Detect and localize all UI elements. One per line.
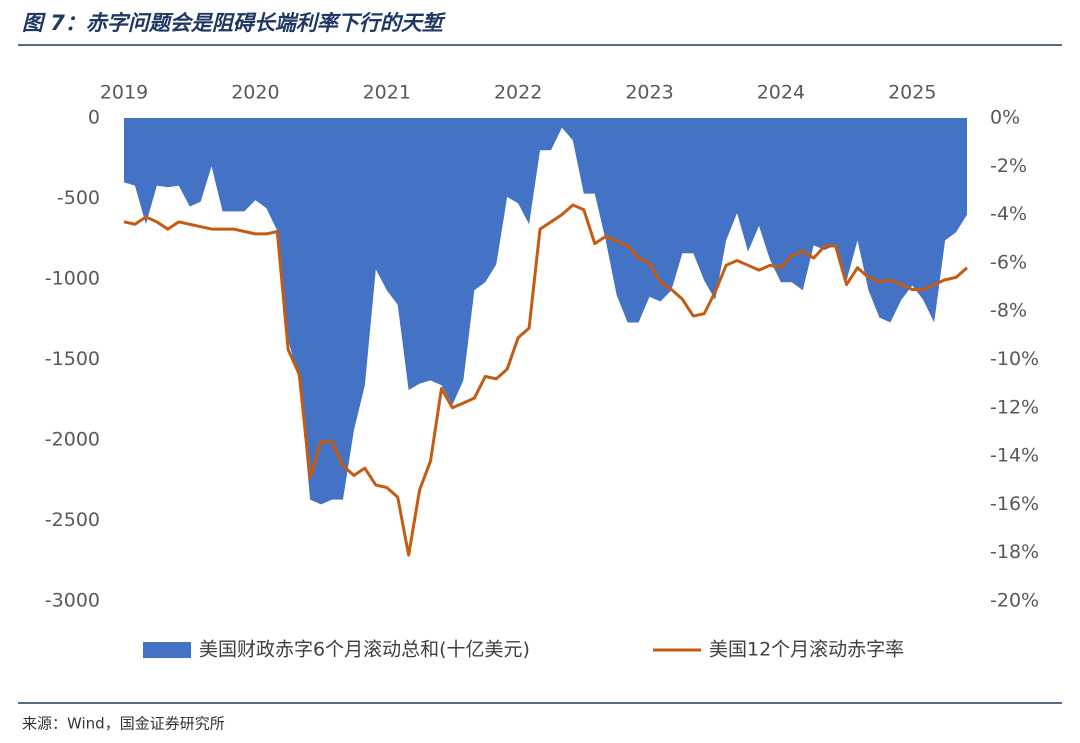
legend-swatch bbox=[143, 642, 191, 658]
y2-tick-label: -14% bbox=[990, 445, 1039, 467]
y2-tick-label: -6% bbox=[990, 251, 1027, 273]
line bbox=[123, 203, 968, 557]
y-tick-label: -3000 bbox=[45, 590, 100, 612]
x-tick-label: 2019 bbox=[100, 82, 148, 104]
y2-tick-label: -4% bbox=[990, 203, 1027, 225]
y-tick-label: -2000 bbox=[45, 429, 100, 451]
source: 来源：Wind，国金证券研究所 bbox=[22, 715, 225, 733]
x-tick-label: 2024 bbox=[757, 82, 805, 104]
area bbox=[124, 118, 967, 505]
y2-tick-label: -20% bbox=[990, 590, 1039, 612]
y2-tick-label: -18% bbox=[990, 541, 1039, 563]
y2-tick-label: -8% bbox=[990, 300, 1027, 322]
x-tick-label: 2022 bbox=[494, 82, 542, 104]
y-tick-label: 0 bbox=[88, 107, 100, 129]
x-tick-label: 2025 bbox=[888, 82, 936, 104]
legend-label: 美国12个月滚动赤字率 bbox=[709, 639, 904, 661]
y2-tick-label: -2% bbox=[990, 155, 1027, 177]
y-tick-label: -1500 bbox=[45, 348, 100, 370]
legend-label: 美国财政赤字6个月滚动总和(十亿美元) bbox=[199, 639, 530, 661]
x-tick-label: 2023 bbox=[625, 82, 673, 104]
y-tick-label: -1000 bbox=[45, 268, 100, 290]
x-tick-label: 2021 bbox=[363, 82, 411, 104]
x-tick-label: 2020 bbox=[231, 82, 279, 104]
chart-title: 图 7：赤字问题会是阻碍长端利率下行的天堑 bbox=[22, 11, 447, 35]
y-tick-label: -2500 bbox=[45, 509, 100, 531]
y2-tick-label: -16% bbox=[990, 493, 1039, 515]
y-tick-label: -500 bbox=[57, 187, 100, 209]
y2-tick-label: -10% bbox=[990, 348, 1039, 370]
y2-tick-label: 0% bbox=[990, 107, 1020, 129]
y2-tick-label: -12% bbox=[990, 396, 1039, 418]
